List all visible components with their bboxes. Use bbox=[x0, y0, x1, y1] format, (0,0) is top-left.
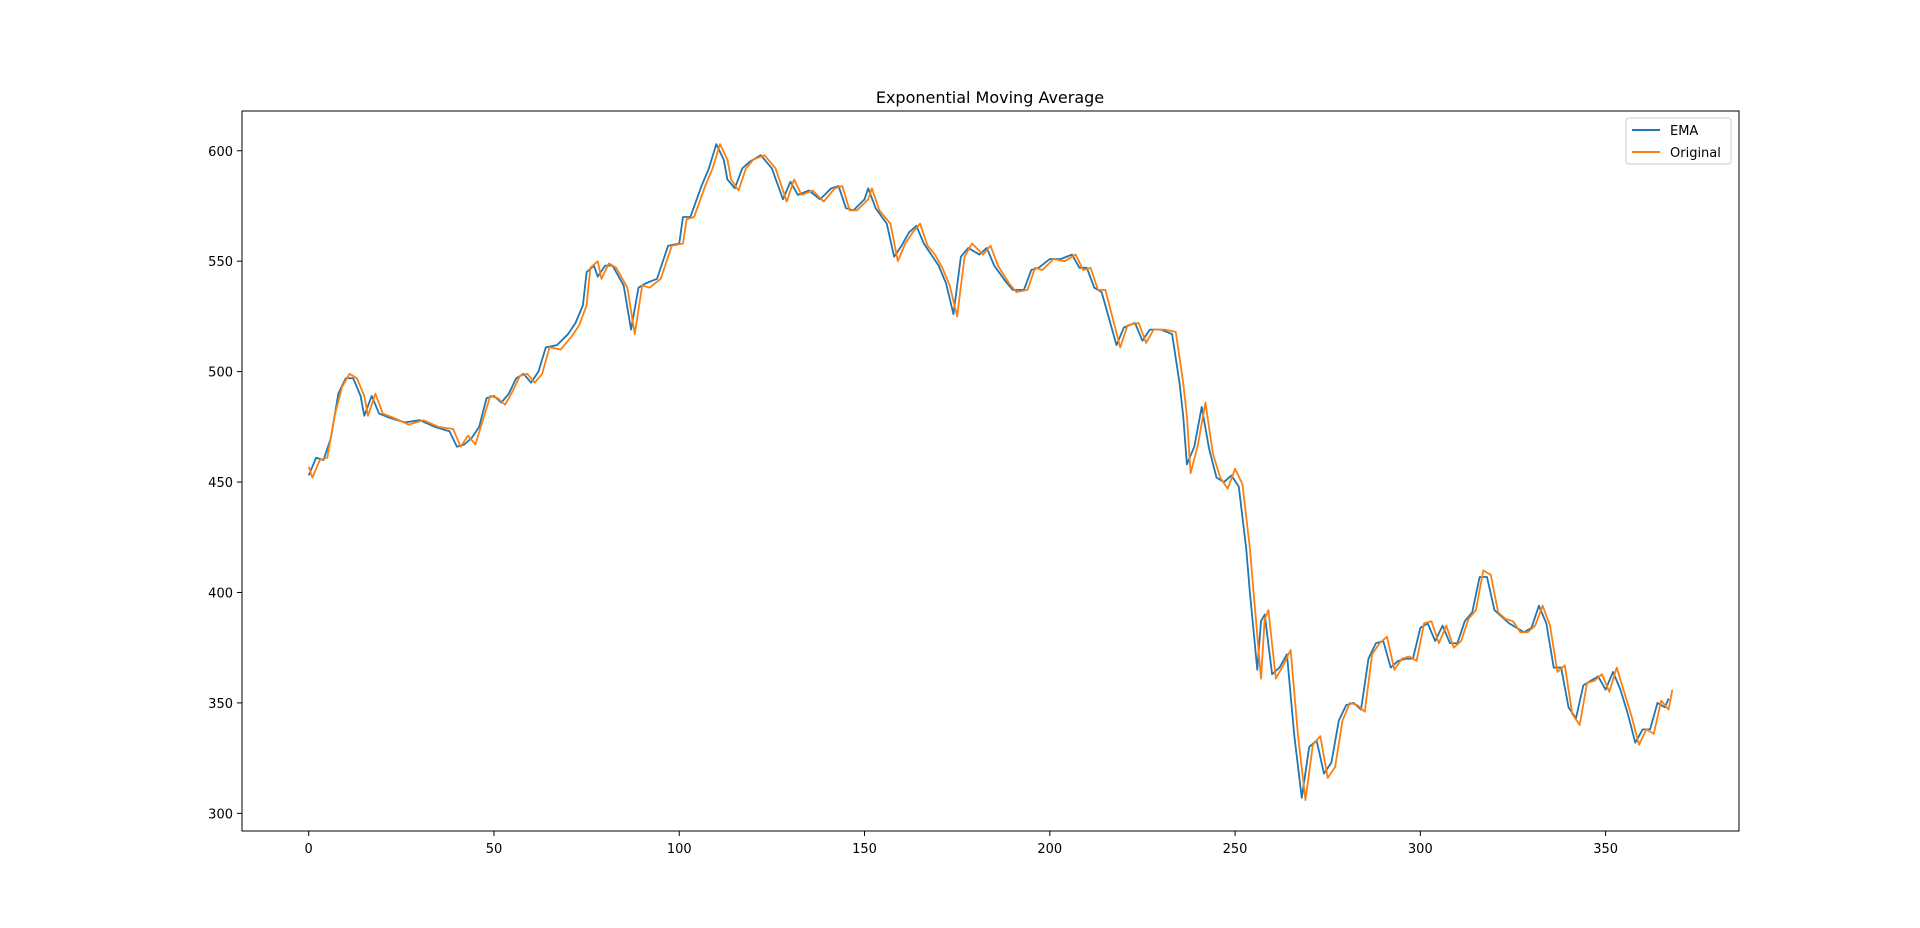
y-tick-label: 350 bbox=[208, 697, 233, 712]
series-line-original bbox=[307, 143, 1674, 801]
y-tick-label: 500 bbox=[208, 366, 233, 381]
x-axis: 0 50 100 150 200 250 300 350 bbox=[305, 831, 1618, 857]
x-tick-label: 100 bbox=[667, 842, 692, 857]
x-tick-label: 300 bbox=[1408, 842, 1433, 857]
y-axis: 300 350 400 450 500 550 600 bbox=[208, 145, 242, 822]
series-layer bbox=[307, 143, 1674, 801]
series-line-ema bbox=[307, 143, 1670, 799]
x-tick-label: 0 bbox=[305, 842, 313, 857]
chart-title: Exponential Moving Average bbox=[876, 88, 1104, 107]
axes-frame bbox=[241, 110, 1740, 832]
y-tick-label: 600 bbox=[208, 145, 233, 160]
x-tick-label: 200 bbox=[1037, 842, 1062, 857]
y-tick-label: 550 bbox=[208, 255, 233, 270]
legend: EMA Original bbox=[1625, 117, 1732, 165]
x-tick-label: 150 bbox=[852, 842, 877, 857]
legend-label-original: Original bbox=[1670, 146, 1721, 161]
y-tick-label: 450 bbox=[208, 476, 233, 491]
x-tick-label: 250 bbox=[1223, 842, 1248, 857]
x-tick-label: 50 bbox=[486, 842, 503, 857]
y-tick-label: 400 bbox=[208, 586, 233, 601]
x-tick-label: 350 bbox=[1593, 842, 1618, 857]
legend-label-ema: EMA bbox=[1670, 124, 1698, 139]
y-tick-label: 300 bbox=[208, 807, 233, 822]
